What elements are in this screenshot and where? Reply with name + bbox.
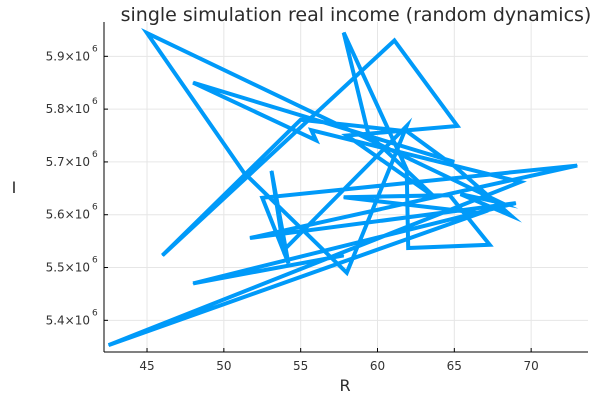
data-point: [576, 165, 578, 167]
data-point: [287, 262, 289, 264]
y-tick-exponent: 6: [92, 203, 98, 213]
data-point: [261, 197, 263, 199]
x-tick-label: 50: [216, 359, 231, 373]
y-tick-label: 5.5×10: [46, 261, 90, 275]
data-point: [453, 165, 455, 167]
x-tick-label: 45: [139, 359, 154, 373]
data-point: [310, 129, 312, 131]
data-point: [192, 82, 194, 84]
data-point: [343, 32, 345, 34]
y-axis-label: I: [12, 178, 17, 197]
data-point: [271, 170, 272, 172]
y-tick-exponent: 6: [92, 150, 98, 160]
y-tick-label: 5.9×10: [46, 49, 90, 63]
y-tick-label: 5.7×10: [46, 155, 90, 169]
data-point: [283, 249, 285, 251]
y-tick-exponent: 6: [92, 308, 98, 318]
data-point: [406, 125, 408, 127]
data-point: [479, 212, 481, 214]
data-point: [453, 161, 455, 163]
data-point: [519, 181, 521, 183]
data-point: [243, 172, 245, 173]
data-point: [489, 244, 491, 246]
data-point: [343, 254, 345, 256]
y-tick-label: 5.6×10: [46, 208, 90, 222]
data-point: [456, 125, 458, 127]
data-point: [515, 202, 517, 204]
y-tick-exponent: 6: [92, 44, 98, 54]
data-point: [249, 237, 251, 239]
data-point: [315, 139, 317, 141]
data-point: [460, 193, 461, 195]
data-point: [449, 194, 451, 196]
data-point: [433, 196, 435, 198]
data-point: [501, 202, 503, 204]
series-layer: [107, 28, 578, 347]
x-tick-label: 60: [370, 359, 385, 373]
data-point: [510, 215, 512, 217]
data-point: [192, 282, 194, 284]
data-point: [392, 159, 394, 161]
data-point: [346, 135, 348, 136]
data-point: [161, 254, 163, 256]
data-point: [406, 168, 408, 170]
y-tick-label: 5.8×10: [46, 102, 90, 116]
data-point: [406, 130, 408, 132]
y-tick-label: 5.4×10: [46, 313, 90, 327]
series-line: [107, 28, 578, 347]
ticks-layer: 45 50 55 60 65 705.4×10 65.5×10 65.6×10 65.7×10 6…: [46, 44, 539, 373]
x-tick-label: 70: [524, 359, 539, 373]
x-axis-label: R: [339, 376, 350, 395]
data-point: [343, 196, 345, 198]
data-point: [108, 344, 110, 346]
y-tick-exponent: 6: [92, 97, 98, 107]
data-point: [346, 272, 348, 274]
data-point: [146, 32, 148, 34]
data-point: [367, 133, 369, 135]
data-point: [407, 247, 409, 249]
y-tick-exponent: 6: [92, 256, 98, 266]
chart-title: single simulation real income (random dy…: [121, 4, 592, 26]
data-point: [300, 119, 302, 121]
x-tick-label: 65: [447, 359, 462, 373]
axes-layer: [103, 22, 588, 353]
x-tick-label: 55: [293, 359, 308, 373]
data-point: [393, 40, 395, 41]
